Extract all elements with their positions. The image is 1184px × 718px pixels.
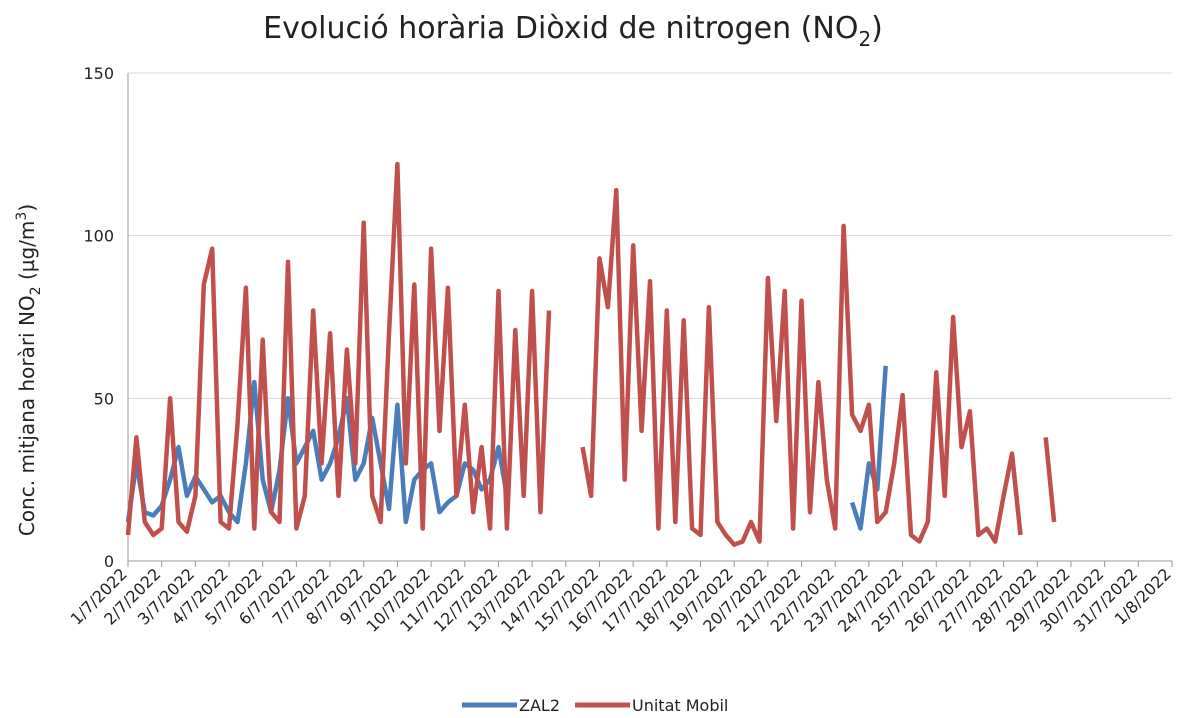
y-axis-label: Conc. mitjana horàri NO2 (µg/m3) [14,204,44,536]
title-text: Evolució horària Diòxid de nitrogen (NO [263,11,858,46]
y-tick-label: 150 [83,64,114,83]
data-line [125,161,1057,547]
y-label-text: (µg/m [15,221,39,287]
data-line [125,365,888,531]
y-tick-label: 50 [94,389,114,408]
y-label-text: ) [15,204,39,212]
legend-label: Unitat Mobil [632,696,728,715]
y-label-text: Conc. mitjana horàri NO [15,295,39,536]
legend-label: ZAL2 [519,696,560,715]
title-sub: 2 [858,27,871,51]
chart-title: Evolució horària Diòxid de nitrogen (NO2… [263,11,883,51]
y-label-sup: 3 [14,212,30,221]
y-tick-label: 100 [83,227,114,246]
title-end: ) [871,11,883,46]
y-label-sub: 2 [28,286,44,295]
y-tick-label: 0 [104,552,114,571]
